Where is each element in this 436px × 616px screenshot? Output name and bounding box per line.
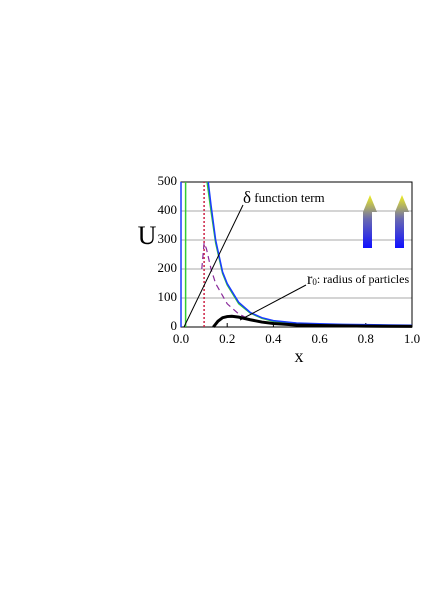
- annotation-symbol: r: [307, 271, 313, 288]
- annotation-symbol: δ: [243, 188, 251, 207]
- annotation-leader: [239, 284, 307, 321]
- x-axis-label: x: [295, 346, 304, 366]
- y-tick-label: 500: [158, 173, 178, 188]
- x-tick-label: 0.4: [265, 331, 282, 346]
- y-axis-label: U: [138, 221, 157, 250]
- y-tick-label: 400: [158, 202, 178, 217]
- annotation-leader: [183, 204, 244, 328]
- annotation: δ function term: [243, 188, 325, 207]
- annotation: r0: radius of particles: [307, 271, 409, 288]
- annotation-text: : radius of particles: [317, 272, 410, 286]
- line-series: [201, 242, 297, 327]
- y-tick-label: 0: [171, 318, 178, 333]
- x-tick-label: 0.8: [358, 331, 374, 346]
- annotation-sub: 0: [312, 277, 317, 287]
- arrow-icon: [363, 195, 377, 248]
- annotation-text: function term: [251, 190, 325, 205]
- y-tick-label: 300: [158, 231, 178, 246]
- x-tick-label: 0.2: [219, 331, 235, 346]
- x-tick-label: 0.6: [311, 331, 328, 346]
- x-tick-label: 0.0: [173, 331, 189, 346]
- x-tick-label: 1.0: [404, 331, 420, 346]
- y-tick-label: 100: [158, 289, 178, 304]
- line-series: [212, 314, 413, 328]
- arrow-icon: [395, 195, 409, 248]
- y-tick-label: 200: [158, 260, 178, 275]
